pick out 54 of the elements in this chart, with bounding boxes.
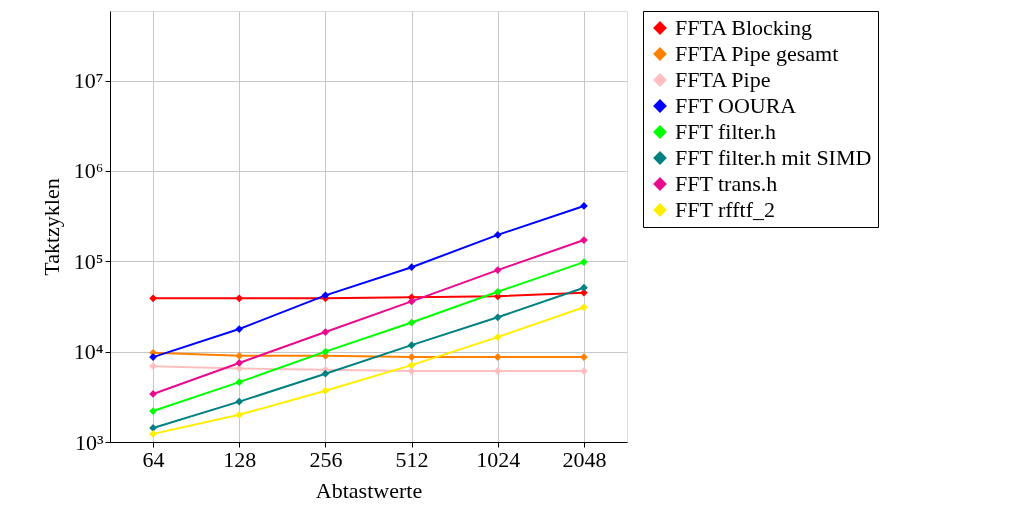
legend-label: FFTA Blocking <box>675 15 812 40</box>
point <box>580 258 588 266</box>
point <box>493 266 502 274</box>
legend-label: FFTA Pipe gesamt <box>675 41 839 66</box>
point <box>235 397 244 406</box>
y-tick-label: 10⁵ <box>73 248 104 274</box>
point <box>149 294 157 303</box>
point <box>493 333 502 341</box>
x-tick-label: 256 <box>309 446 343 472</box>
legend-label: FFT rfftf_2 <box>675 197 776 222</box>
point <box>580 202 588 210</box>
point <box>407 263 416 272</box>
point <box>407 318 416 327</box>
point <box>321 369 330 378</box>
point <box>235 378 244 386</box>
point <box>407 353 416 361</box>
point <box>235 359 244 367</box>
point <box>493 287 502 296</box>
point <box>580 353 588 361</box>
point <box>321 347 330 356</box>
y-tick-label: 10⁴ <box>73 339 104 365</box>
point <box>321 328 330 336</box>
legend-label: FFT trans.h <box>675 171 778 196</box>
y-tick-label: 10⁶ <box>73 158 104 184</box>
legend-label: FFT filter.h <box>675 119 777 144</box>
x-tick-label: 512 <box>395 446 429 472</box>
point <box>580 367 588 375</box>
x-tick-label: 2048 <box>562 446 607 472</box>
point <box>580 283 588 292</box>
x-axis-title: Abtastwerte <box>315 477 423 503</box>
legend-label: FFT OOURA <box>675 93 797 118</box>
point <box>149 362 157 371</box>
legend-label: FFTA Pipe <box>675 67 771 92</box>
point <box>235 325 244 333</box>
point <box>149 407 157 415</box>
point <box>493 231 502 239</box>
point <box>407 361 416 369</box>
point <box>493 313 502 322</box>
x-tick-label: 64 <box>142 446 165 472</box>
y-axis-title: Taktzyklen <box>38 178 64 276</box>
y-tick-label: 10³ <box>74 429 104 455</box>
point <box>149 430 157 438</box>
point <box>235 351 244 360</box>
point <box>580 303 588 312</box>
point <box>235 294 244 303</box>
legend-label: FFT filter.h mit SIMD <box>675 145 872 170</box>
point <box>407 341 416 350</box>
point <box>235 410 244 419</box>
x-tick-label: 128 <box>223 446 257 472</box>
y-tick-label: 10⁷ <box>73 68 104 94</box>
point <box>321 386 330 395</box>
point <box>149 353 157 361</box>
point <box>407 297 416 306</box>
x-tick-label: 1024 <box>476 446 521 472</box>
